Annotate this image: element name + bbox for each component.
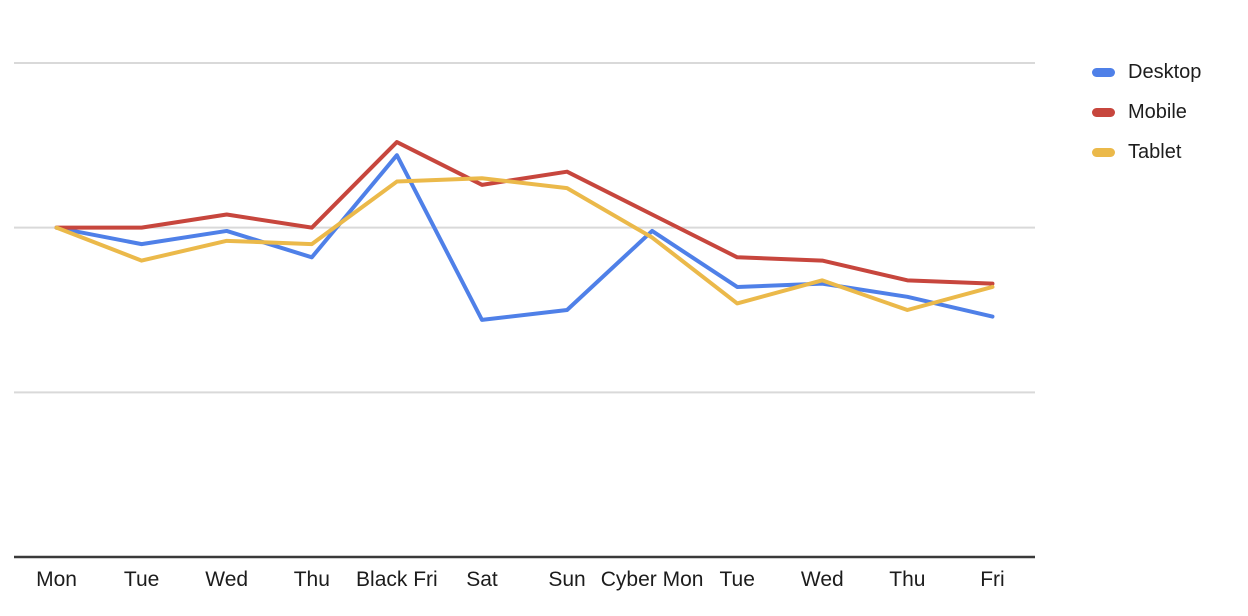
legend-swatch-desktop xyxy=(1092,67,1115,77)
legend-label: Desktop xyxy=(1128,61,1202,83)
legend-label: Mobile xyxy=(1128,101,1187,123)
x-axis-label: Cyber Mon xyxy=(601,568,704,591)
x-axis-label: Wed xyxy=(205,568,248,591)
x-axis-label: Thu xyxy=(889,568,925,591)
x-axis-label: Thu xyxy=(294,568,330,591)
series-line-tablet xyxy=(54,176,995,312)
legend-swatch-tablet xyxy=(1092,147,1115,157)
legend-item-desktop: Desktop xyxy=(1092,58,1201,86)
legend-label: Tablet xyxy=(1128,141,1182,163)
x-axis-label: Wed xyxy=(801,568,844,591)
series-line-mobile xyxy=(54,140,995,286)
legend-swatch-mobile xyxy=(1092,107,1115,117)
x-axis-label: Black Fri xyxy=(356,568,438,591)
x-axis-label: Tue xyxy=(124,568,159,591)
legend: Desktop Mobile Tablet xyxy=(1092,58,1201,166)
x-axis-label: Sat xyxy=(466,568,498,591)
x-axis-label: Fri xyxy=(980,568,1005,591)
x-axis-label: Tue xyxy=(719,568,754,591)
legend-item-tablet: Tablet xyxy=(1092,138,1201,166)
legend-item-mobile: Mobile xyxy=(1092,98,1201,126)
x-axis-label: Sun xyxy=(548,568,585,591)
x-axis-label: Mon xyxy=(36,568,77,591)
